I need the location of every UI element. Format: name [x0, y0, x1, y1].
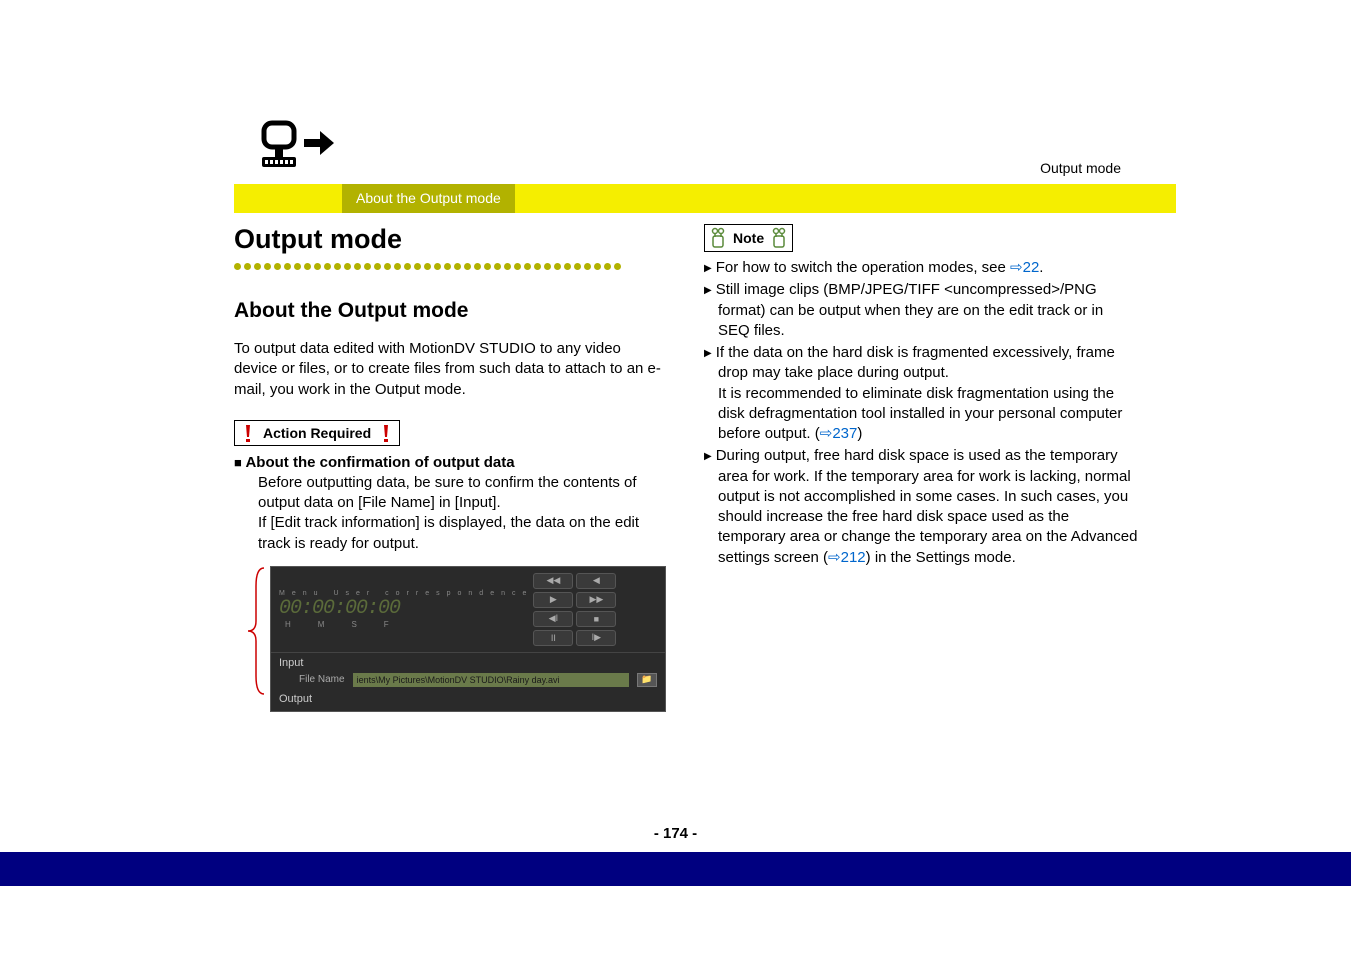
screenshot-file-row: File Name ients\My Pictures\MotionDV STU…	[271, 671, 665, 691]
section-tab: About the Output mode	[342, 184, 515, 213]
note-bullet-modes-post: .	[1039, 259, 1043, 276]
link-arrow-icon: ⇨	[1010, 259, 1023, 276]
screenshot-top-row: Menu User correspondence 00:00:00:00 HMS…	[271, 567, 665, 653]
page-link-237[interactable]: 237	[832, 425, 857, 442]
stop-button[interactable]: ■	[576, 611, 616, 627]
file-name-label: File Name	[279, 674, 345, 685]
fragmentation-line2-pre: It is recommended to eliminate disk frag…	[718, 385, 1122, 443]
step-back-button[interactable]: ◀I	[533, 611, 573, 627]
timecode-units: HMSF	[279, 620, 533, 629]
rewind-button[interactable]: ◀◀	[533, 573, 573, 589]
heading-output-mode: Output mode	[234, 224, 668, 255]
note-bullet-tempspace: During output, free hard disk space is u…	[704, 446, 1138, 568]
pause-button[interactable]: II	[533, 630, 573, 646]
action-required-callout: Action Required	[234, 420, 400, 446]
screenshot-output-label: Output	[271, 691, 665, 711]
right-column: Note For how to switch the operation mod…	[704, 224, 1138, 712]
left-column: Output mode About the Output mode To out…	[234, 224, 668, 712]
header: Output mode About the Output mode	[0, 0, 1351, 210]
screenshot-input-label: Input	[271, 653, 665, 671]
fragmentation-line1: If the data on the hard disk is fragment…	[716, 344, 1115, 381]
timecode-block: Menu User correspondence 00:00:00:00 HMS…	[279, 590, 533, 629]
page-number: - 174 -	[0, 825, 1351, 842]
confirmation-text-1: Before outputting data, be sure to confi…	[234, 473, 668, 514]
note-bullet-formats: Still image clips (BMP/JPEG/TIFF <uncomp…	[704, 280, 1138, 341]
note-bullet-modes-text: For how to switch the operation modes, s…	[716, 259, 1010, 276]
file-name-field[interactable]: ients\My Pictures\MotionDV STUDIO\Rainy …	[353, 673, 629, 687]
clip-icon	[770, 227, 788, 249]
confirmation-text-2: If [Edit track information] is displayed…	[234, 513, 668, 554]
play-button[interactable]: ▶	[533, 592, 573, 608]
timecode-labels: Menu User correspondence	[279, 590, 533, 597]
folder-browse-icon[interactable]: 📁	[637, 673, 657, 687]
transport-controls: ◀◀ ◀ ▶ ▶▶ ◀I ■ II I▶	[533, 573, 657, 646]
page-link-22[interactable]: 22	[1023, 259, 1040, 276]
content-columns: Output mode About the Output mode To out…	[234, 224, 1176, 712]
page-link-212[interactable]: 212	[841, 549, 866, 566]
note-label: Note	[727, 230, 770, 246]
note-bullet-modes: For how to switch the operation modes, s…	[704, 258, 1138, 278]
link-arrow-icon: ⇨	[820, 425, 833, 442]
fragmentation-line2-post: )	[857, 425, 862, 442]
reverse-button[interactable]: ◀	[576, 573, 616, 589]
link-arrow-icon: ⇨	[828, 549, 841, 566]
bottom-navy-bar	[0, 852, 1351, 886]
exclamation-icon	[377, 423, 395, 443]
fast-forward-button[interactable]: ▶▶	[576, 592, 616, 608]
tempspace-post: ) in the Settings mode.	[866, 549, 1016, 566]
app-screenshot: Menu User correspondence 00:00:00:00 HMS…	[270, 566, 666, 712]
bracket-icon	[246, 566, 266, 712]
timecode-digits: 00:00:00:00	[279, 597, 533, 620]
output-mode-logo-icon	[256, 115, 334, 173]
note-callout: Note	[704, 224, 793, 252]
heading-about: About the Output mode	[234, 299, 668, 323]
screenshot-container: Menu User correspondence 00:00:00:00 HMS…	[234, 566, 668, 712]
intro-paragraph: To output data edited with MotionDV STUD…	[234, 339, 668, 400]
page-header-mode: Output mode	[1040, 160, 1121, 176]
action-required-label: Action Required	[257, 425, 377, 441]
page: Output mode About the Output mode Output…	[0, 0, 1351, 954]
step-forward-button[interactable]: I▶	[576, 630, 616, 646]
note-bullet-fragmentation: If the data on the hard disk is fragment…	[704, 343, 1138, 444]
clip-icon	[709, 227, 727, 249]
sub-heading-confirmation: About the confirmation of output data	[234, 454, 668, 471]
exclamation-icon	[239, 423, 257, 443]
decorative-dots	[234, 257, 668, 275]
